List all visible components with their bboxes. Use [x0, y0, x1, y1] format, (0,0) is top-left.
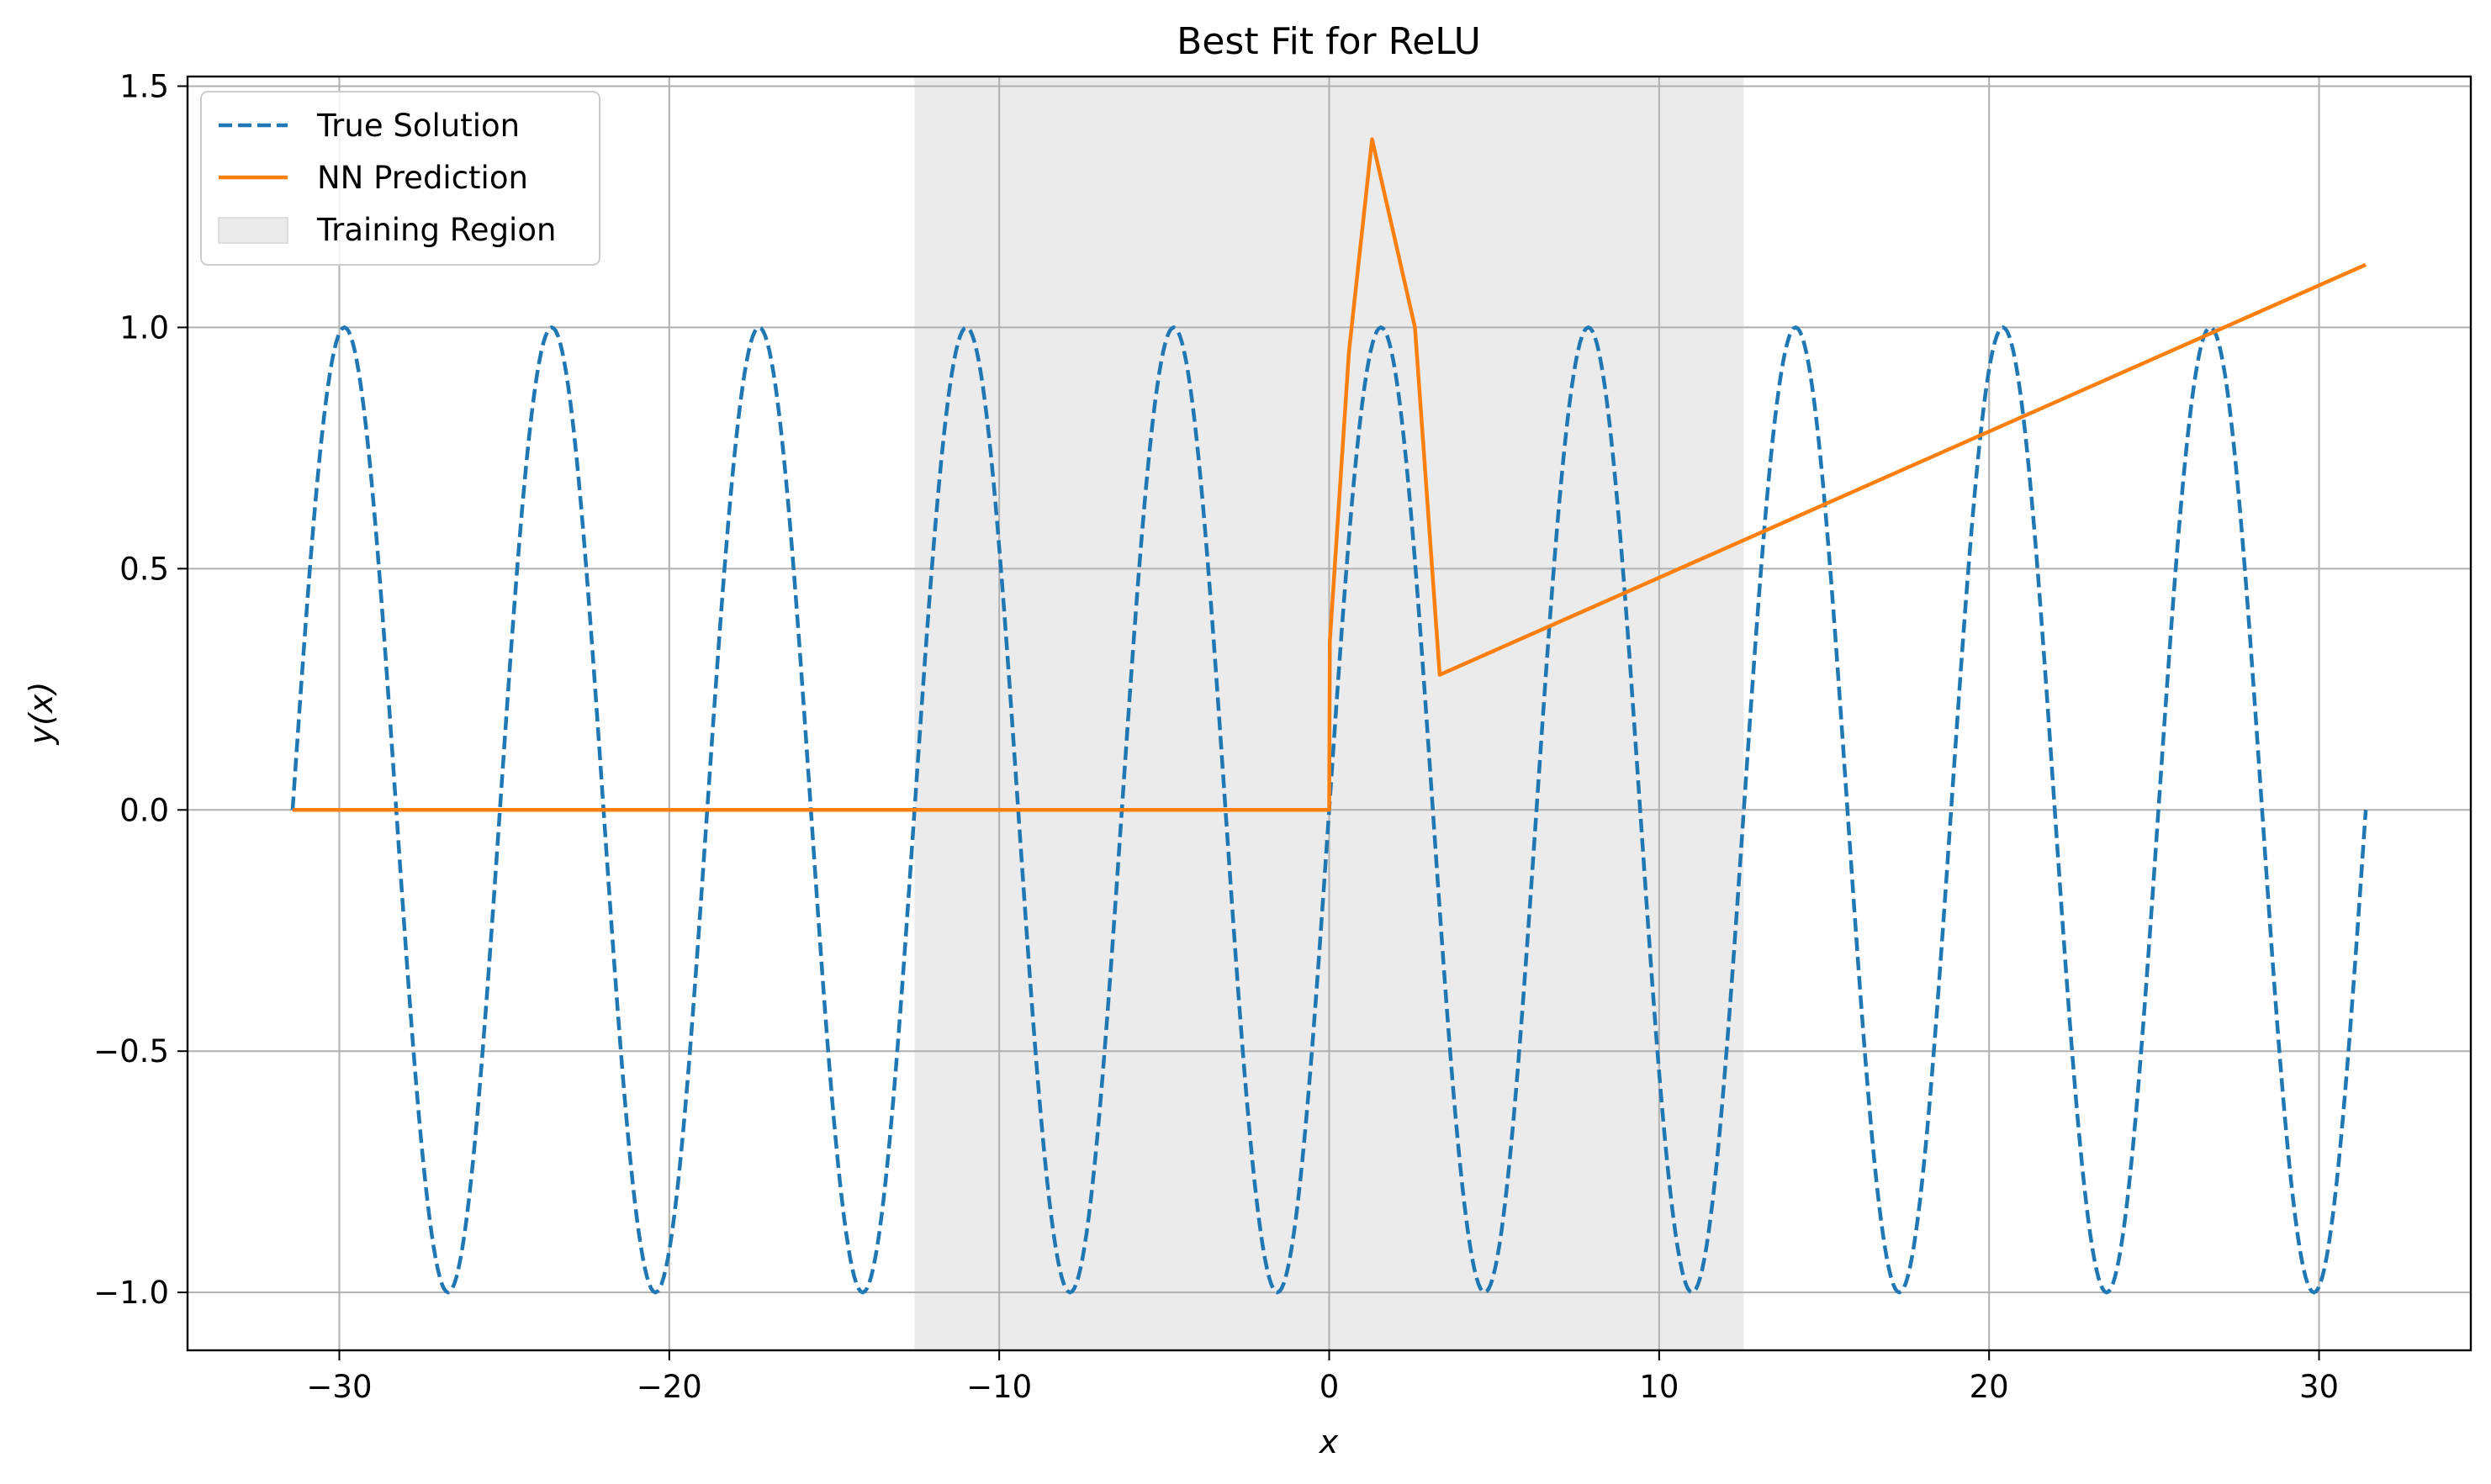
x-tick-label: −30: [306, 1369, 372, 1405]
legend-label-nn-prediction: NN Prediction: [317, 160, 528, 196]
legend-swatch-training-region: [218, 217, 288, 244]
legend: True Solution NN Prediction Training Reg…: [200, 91, 600, 266]
y-axis-label: y(x): [23, 682, 60, 746]
legend-label-true-solution: True Solution: [316, 108, 520, 144]
x-tick-label: −10: [966, 1369, 1032, 1405]
x-axis-label: x: [1319, 1423, 1339, 1460]
legend-label-training-region: Training Region: [316, 212, 556, 248]
y-tick-label: 0.0: [119, 792, 169, 828]
x-tick-label: 10: [1639, 1369, 1679, 1405]
series-line-nn-prediction: [292, 137, 2367, 812]
chart-title: Best Fit for ReLU: [1177, 20, 1481, 63]
x-tick-label: 20: [1970, 1369, 2009, 1405]
y-tick-label: −0.5: [93, 1033, 169, 1069]
x-tick-label: 30: [2299, 1369, 2339, 1405]
x-tick-label: 0: [1320, 1369, 1340, 1405]
x-tick-label: −20: [637, 1369, 702, 1405]
legend-box: [200, 91, 600, 266]
y-tick-label: −1.0: [93, 1275, 169, 1311]
y-tick-label: 1.0: [119, 309, 169, 346]
y-tick-label: 0.5: [119, 551, 169, 587]
y-tick-label: 1.5: [119, 68, 169, 104]
